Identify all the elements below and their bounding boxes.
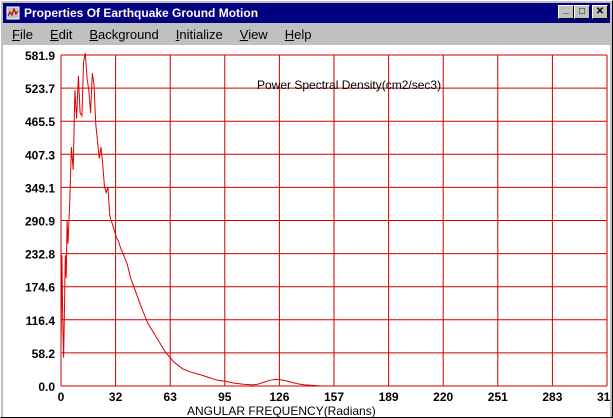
window-controls: _ □ ✕ xyxy=(558,5,608,19)
title-bar[interactable]: Properties Of Earthquake Ground Motion _… xyxy=(3,3,610,23)
minimize-button[interactable]: _ xyxy=(558,5,574,19)
x-tick-label: 95 xyxy=(218,390,232,404)
x-tick-label: 283 xyxy=(542,390,562,404)
window-title: Properties Of Earthquake Ground Motion xyxy=(24,6,259,20)
menu-edit[interactable]: Edit xyxy=(49,26,73,42)
x-tick-label: 251 xyxy=(488,390,508,404)
close-icon: ✕ xyxy=(595,6,605,17)
chart-title: Power Spectral Density(cm2/sec3) xyxy=(257,78,441,92)
y-tick-label: 523.7 xyxy=(25,82,55,96)
x-tick-label: 189 xyxy=(379,390,399,404)
menu-help[interactable]: Help xyxy=(284,26,312,42)
app-icon[interactable] xyxy=(6,6,20,20)
y-tick-label: 349.1 xyxy=(25,181,55,195)
y-axis-ticks: 0.0 58.2 116.4 174.6 232.8 290.9 349.1 407.3 465… xyxy=(25,49,55,394)
x-tick-label: 157 xyxy=(324,390,344,404)
y-tick-label: 232.8 xyxy=(25,248,55,262)
y-tick-label: 465.5 xyxy=(25,115,55,129)
minimize-icon: _ xyxy=(563,4,569,15)
x-tick-label: 220 xyxy=(433,390,453,404)
y-tick-label: 0.0 xyxy=(38,380,55,394)
maximize-button[interactable]: □ xyxy=(574,5,590,19)
y-tick-label: 116.4 xyxy=(26,314,56,328)
grid xyxy=(60,54,608,387)
x-tick-label: 126 xyxy=(269,390,289,404)
menu-view[interactable]: View xyxy=(239,26,268,42)
close-button[interactable]: ✕ xyxy=(592,5,608,19)
x-tick-label: 32 xyxy=(109,390,123,404)
menu-background[interactable]: Background xyxy=(89,26,159,42)
x-axis-ticks: 0 32 63 95 126 157 189 220 251 283 314 xyxy=(58,390,610,404)
maximize-icon: □ xyxy=(578,6,586,17)
y-tick-label: 174.6 xyxy=(25,281,55,295)
menu-initialize[interactable]: Initialize xyxy=(175,26,223,42)
psd-series-line xyxy=(60,53,322,387)
menu-bar: File Edit Background Initialize View Hel… xyxy=(3,24,610,44)
psd-chart: 0.0 58.2 116.4 174.6 232.8 290.9 349.1 407.3 465… xyxy=(25,49,610,417)
x-axis-label: ANGULAR FREQUENCY(Radians) xyxy=(187,404,376,417)
y-tick-label: 290.9 xyxy=(25,215,55,229)
plot-area: 0.0 58.2 116.4 174.6 232.8 290.9 349.1 407.3 465… xyxy=(3,45,610,417)
x-tick-label: 0 xyxy=(58,390,65,404)
y-tick-label: 581.9 xyxy=(25,49,55,63)
y-tick-label: 58.2 xyxy=(32,347,56,361)
y-tick-label: 407.3 xyxy=(25,148,55,162)
menu-file[interactable]: File xyxy=(12,26,33,42)
x-tick-label: 314 xyxy=(597,390,610,404)
x-tick-label: 63 xyxy=(164,390,178,404)
